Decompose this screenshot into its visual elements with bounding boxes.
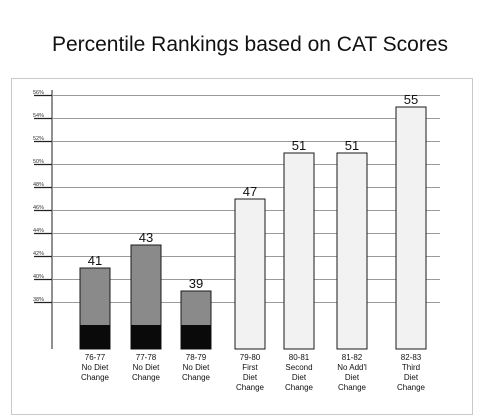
bar-base	[131, 325, 161, 349]
bar-value-label: 41	[88, 253, 102, 268]
page-title: Percentile Rankings based on CAT Scores	[51, 33, 449, 56]
x-tick-label-line: Change	[397, 383, 426, 392]
y-tick-label: 56%	[33, 90, 44, 96]
x-tick-label-line: Diet	[345, 373, 360, 382]
x-tick-label-line: No Add'l	[337, 363, 367, 372]
y-tick-label: 42%	[33, 251, 44, 257]
y-tick-label: 40%	[33, 274, 44, 280]
bar	[395, 106, 427, 350]
x-tick-label-line: No Diet	[82, 363, 109, 372]
x-tick-label: 76-77 No Diet Change	[81, 353, 110, 382]
y-tick-label: 38%	[33, 297, 44, 303]
y-tick-label: 50%	[33, 159, 44, 165]
x-tick-label-line: No Diet	[133, 363, 160, 372]
bar-value-label: 51	[345, 138, 359, 153]
x-tick-label-line: Change	[285, 383, 314, 392]
x-tick-label-line: 78-79	[186, 353, 207, 362]
x-tick-label-line: Diet	[404, 373, 419, 382]
bar-base	[80, 325, 110, 349]
x-tick-label-line: Change	[182, 373, 211, 382]
x-tick-label-line: Second	[285, 363, 312, 372]
x-tick-label-line: Change	[132, 373, 161, 382]
x-tick-label: 78-79 No Diet Change	[182, 353, 211, 382]
x-tick-label-line: Change	[236, 383, 265, 392]
x-tick-label-line: Third	[402, 363, 420, 372]
x-tick-label-line: 76-77	[85, 353, 106, 362]
bar	[283, 152, 315, 350]
x-tick-label-line: 79-80	[240, 353, 261, 362]
x-tick-label: 81-82 No Add'l Diet Change	[337, 353, 367, 392]
bar-value-label: 51	[292, 138, 306, 153]
x-tick-label-line: 81-82	[342, 353, 363, 362]
bar	[336, 152, 368, 350]
x-tick-label-line: Change	[81, 373, 110, 382]
bar-value-label: 55	[404, 92, 418, 107]
x-tick-label: 80-81 Second Diet Change	[285, 353, 314, 392]
x-tick-label-line: No Diet	[183, 363, 210, 372]
x-tick-label-line: Diet	[292, 373, 307, 382]
y-tick-label: 44%	[33, 228, 44, 234]
x-tick-label-line: 77-78	[136, 353, 157, 362]
bar-value-label: 43	[139, 230, 153, 245]
bar-value-label: 39	[189, 276, 203, 291]
x-tick-label-line: Change	[338, 383, 367, 392]
bar-base	[181, 325, 211, 349]
y-tick-label: 48%	[33, 182, 44, 188]
x-tick-label: 77-78 No Diet Change	[132, 353, 161, 382]
y-tick-label: 54%	[33, 113, 44, 119]
y-tick-label: 52%	[33, 136, 44, 142]
bar-value-label: 47	[243, 184, 257, 199]
x-tick-label: 79-80 First Diet Change	[236, 353, 265, 392]
y-tick-label: 46%	[33, 205, 44, 211]
chart-frame	[11, 78, 473, 415]
x-tick-label-line: Diet	[243, 373, 258, 382]
x-tick-label: 82-83 Third Diet Change	[397, 353, 426, 392]
x-tick-label-line: 82-83	[401, 353, 422, 362]
x-tick-label-line: 80-81	[289, 353, 310, 362]
bar	[234, 198, 266, 350]
x-tick-label-line: First	[242, 363, 258, 372]
